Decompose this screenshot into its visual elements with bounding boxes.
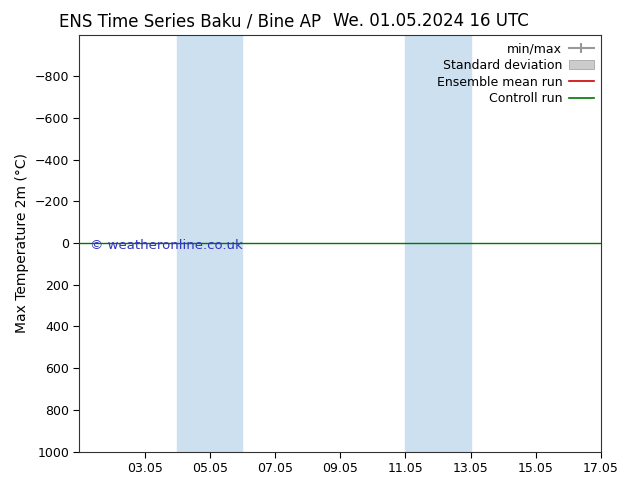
Text: We. 01.05.2024 16 UTC: We. 01.05.2024 16 UTC [333,12,529,30]
Legend: min/max, Standard deviation, Ensemble mean run, Controll run: min/max, Standard deviation, Ensemble me… [432,37,598,110]
Text: ENS Time Series Baku / Bine AP: ENS Time Series Baku / Bine AP [59,12,321,30]
Text: © weatheronline.co.uk: © weatheronline.co.uk [90,239,243,252]
Y-axis label: Max Temperature 2m (°C): Max Temperature 2m (°C) [15,153,29,333]
Bar [406,35,470,452]
Bar [178,35,242,452]
